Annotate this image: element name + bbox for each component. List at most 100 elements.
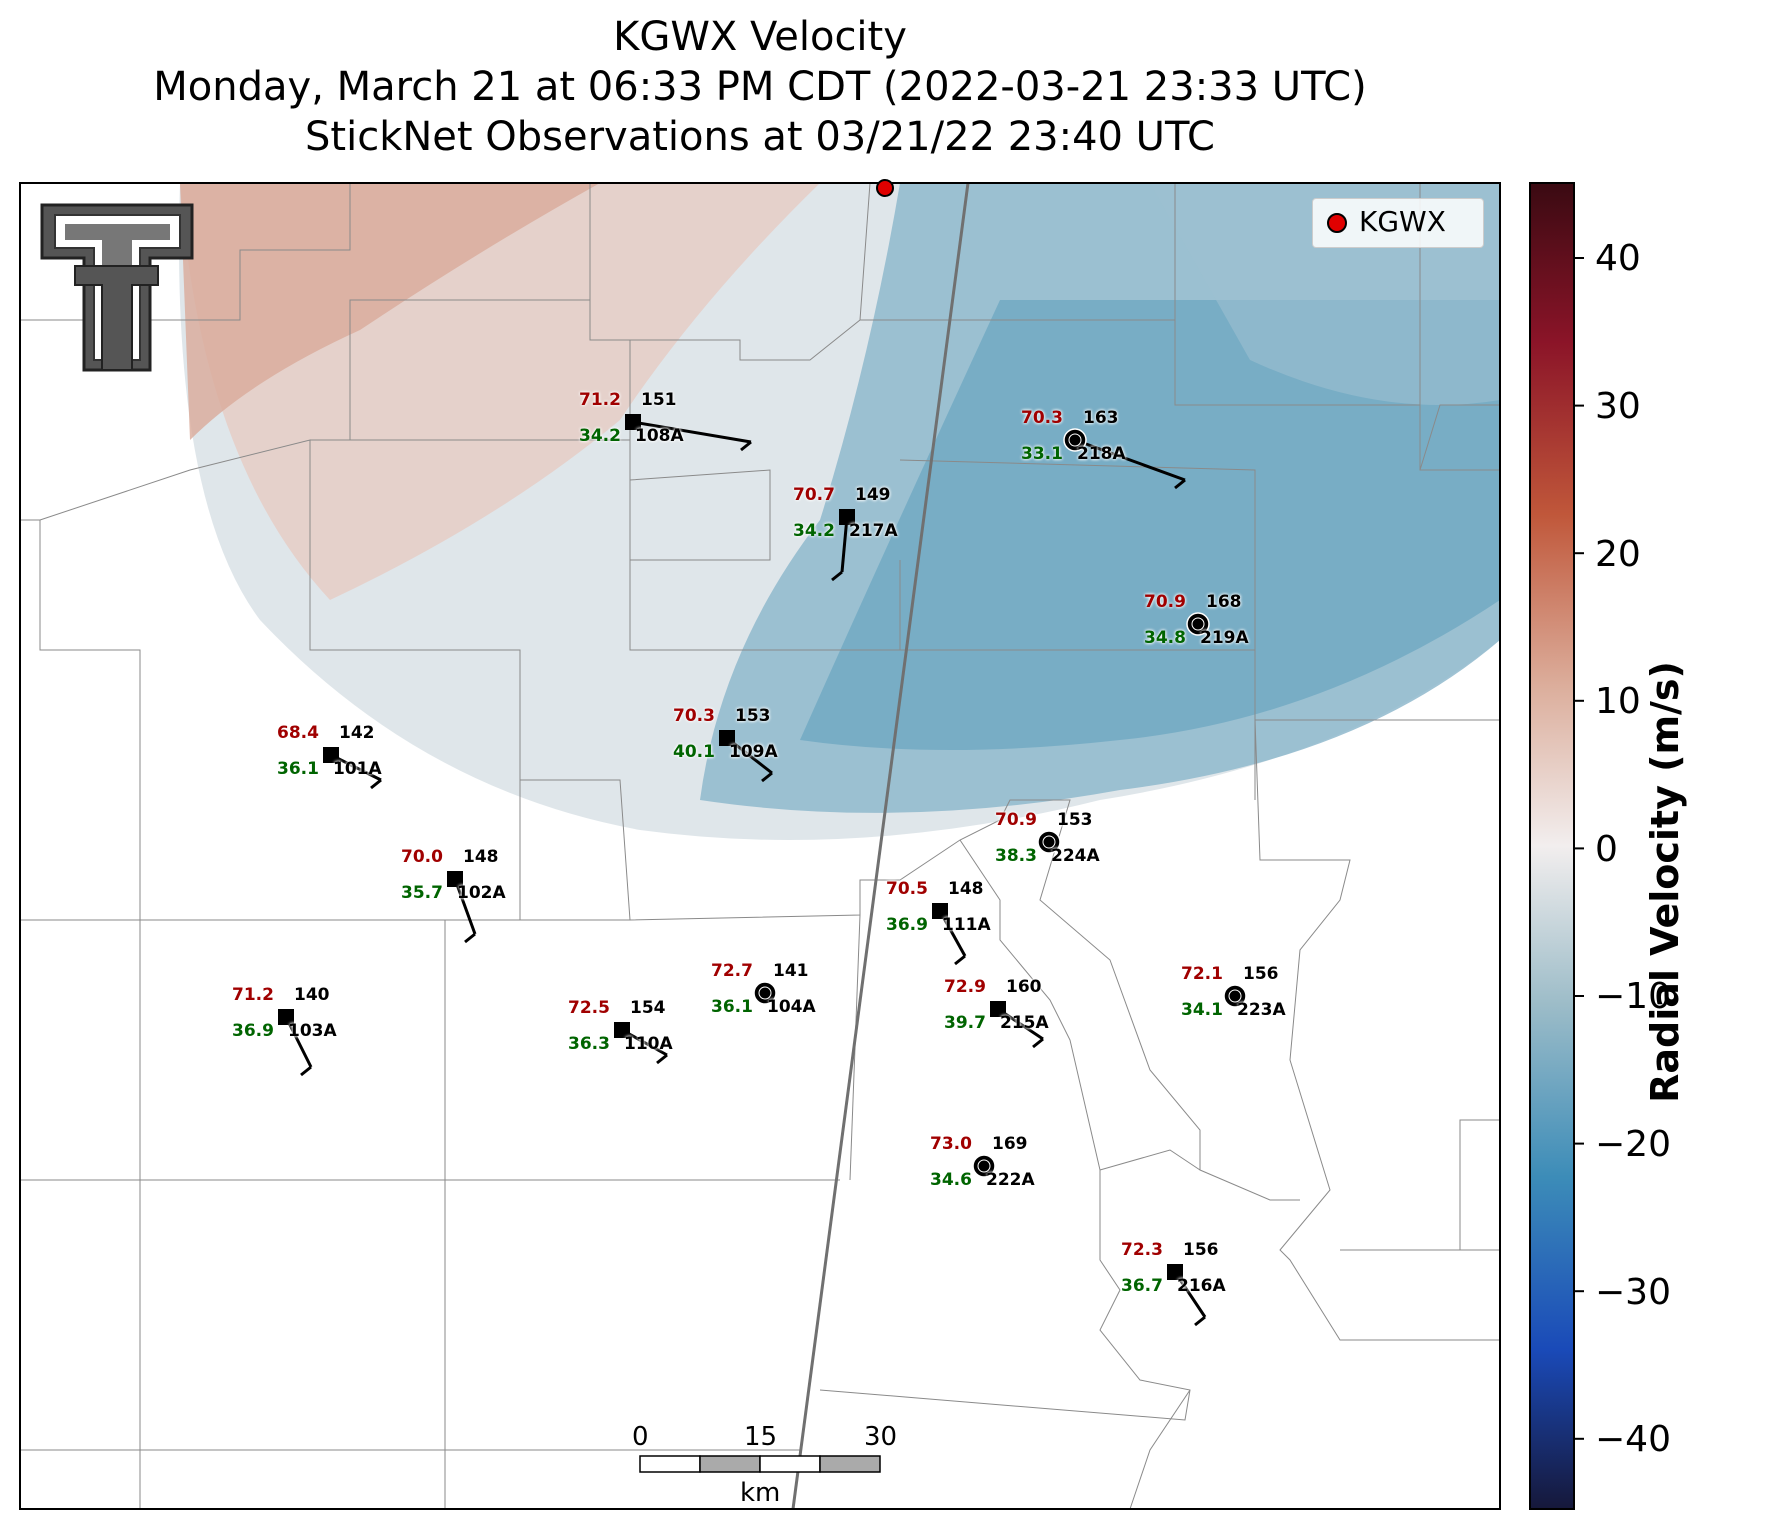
station-dewpoint: 34.1	[1181, 1000, 1223, 1020]
station-temperature: 72.5	[568, 998, 610, 1018]
station-marker[interactable]	[447, 871, 463, 887]
station-dewpoint: 36.3	[568, 1034, 610, 1054]
colorbar-label: Radial Velocity (m/s)	[1643, 661, 1687, 1103]
station-pressure: 151	[641, 390, 677, 410]
colorbar-tick: −40	[1595, 1419, 1671, 1460]
colorbar-tick: 10	[1595, 681, 1641, 722]
scale-bar	[639, 1455, 881, 1473]
station-id: 215A	[1000, 1013, 1049, 1033]
station-marker[interactable]	[839, 509, 855, 525]
legend: KGWX	[1312, 198, 1484, 248]
wind-barb-flag	[761, 771, 773, 783]
station-temperature: 70.7	[793, 485, 835, 505]
station-dewpoint: 34.6	[930, 1170, 972, 1190]
station-dewpoint: 34.2	[793, 521, 835, 541]
station-pressure: 148	[948, 879, 984, 899]
station-pressure: 140	[294, 985, 330, 1005]
station-id: 109A	[729, 742, 778, 762]
wind-barb	[330, 753, 382, 782]
station-marker[interactable]	[278, 1009, 294, 1025]
station-id: 102A	[457, 883, 506, 903]
station-marker-calm[interactable]	[1223, 984, 1247, 1008]
station-id: 216A	[1177, 1276, 1226, 1296]
station-dewpoint: 36.7	[1121, 1276, 1163, 1296]
station-id: 111A	[942, 915, 991, 935]
station-dewpoint: 36.9	[232, 1021, 274, 1041]
station-marker-calm[interactable]	[753, 981, 777, 1005]
wind-barb-flag	[740, 440, 752, 452]
station-pressure: 156	[1183, 1240, 1219, 1260]
wind-barb-flag	[954, 954, 966, 966]
wind-barb-flag	[831, 570, 843, 582]
radar-site-marker[interactable]	[876, 179, 894, 197]
station-temperature: 73.0	[930, 1134, 972, 1154]
station-pressure: 168	[1206, 592, 1242, 612]
station-dewpoint: 40.1	[673, 742, 715, 762]
station-id: 108A	[635, 426, 684, 446]
radar-site-legend-icon	[1327, 213, 1347, 233]
station-marker[interactable]	[614, 1022, 630, 1038]
wind-barb-flag	[1174, 478, 1186, 490]
station-temperature: 70.9	[1144, 592, 1186, 612]
station-marker[interactable]	[323, 747, 339, 763]
wind-barb-flag	[300, 1065, 312, 1077]
station-pressure: 153	[1057, 810, 1093, 830]
station-pressure: 149	[855, 485, 891, 505]
station-marker[interactable]	[1167, 1264, 1183, 1280]
station-temperature: 70.0	[401, 847, 443, 867]
station-marker-calm[interactable]	[1063, 428, 1087, 452]
station-marker-calm-ring	[1228, 989, 1242, 1003]
station-dewpoint: 36.1	[277, 759, 319, 779]
station-marker[interactable]	[719, 730, 735, 746]
station-temperature: 72.9	[944, 977, 986, 997]
wind-barb-flag	[1032, 1037, 1044, 1049]
wind-barb	[284, 1016, 313, 1068]
station-marker-calm[interactable]	[1037, 830, 1061, 854]
station-pressure: 148	[463, 847, 499, 867]
scale-tick-30: 30	[864, 1422, 898, 1452]
wind-barb-flag	[656, 1053, 668, 1065]
station-pressure: 142	[339, 723, 375, 743]
highway-line	[791, 183, 970, 1509]
station-dewpoint: 36.1	[711, 997, 753, 1017]
station-id: 218A	[1077, 444, 1126, 464]
station-pressure: 163	[1083, 408, 1119, 428]
station-pressure: 141	[773, 961, 809, 981]
wind-barb	[1074, 438, 1186, 482]
station-temperature: 70.3	[1021, 408, 1063, 428]
colorbar-tick: −30	[1595, 1272, 1671, 1313]
station-dewpoint: 34.2	[579, 426, 621, 446]
station-temperature: 72.3	[1121, 1240, 1163, 1260]
title-observations: StickNet Observations at 03/21/22 23:40 …	[305, 114, 1215, 160]
station-dewpoint: 35.7	[401, 883, 443, 903]
wind-barb-flag	[1194, 1315, 1206, 1327]
station-pressure: 160	[1006, 977, 1042, 997]
station-dewpoint: 39.7	[944, 1013, 986, 1033]
station-temperature: 72.1	[1181, 964, 1223, 984]
county-boundaries	[20, 183, 1500, 1509]
station-marker-calm-ring	[758, 986, 772, 1000]
station-marker[interactable]	[990, 1001, 1006, 1017]
texas-tech-double-t-logo	[40, 203, 194, 372]
station-pressure: 154	[630, 998, 666, 1018]
station-id: 217A	[849, 521, 898, 541]
station-dewpoint: 38.3	[995, 846, 1037, 866]
station-id: 224A	[1051, 846, 1100, 866]
legend-label: KGWX	[1359, 205, 1446, 238]
station-pressure: 169	[992, 1134, 1028, 1154]
colorbar-tick: 40	[1595, 238, 1641, 279]
station-marker-calm-ring	[1042, 835, 1056, 849]
station-marker[interactable]	[625, 414, 641, 430]
station-pressure: 156	[1243, 964, 1279, 984]
station-temperature: 70.5	[886, 879, 928, 899]
wind-barb-flag	[370, 778, 382, 790]
station-marker-calm-ring	[977, 1159, 991, 1173]
station-marker-calm[interactable]	[972, 1154, 996, 1178]
station-marker-calm[interactable]	[1186, 612, 1210, 636]
station-temperature: 71.2	[232, 985, 274, 1005]
station-temperature: 71.2	[579, 390, 621, 410]
station-temperature: 70.3	[673, 706, 715, 726]
station-id: 219A	[1200, 628, 1249, 648]
station-marker[interactable]	[932, 903, 948, 919]
